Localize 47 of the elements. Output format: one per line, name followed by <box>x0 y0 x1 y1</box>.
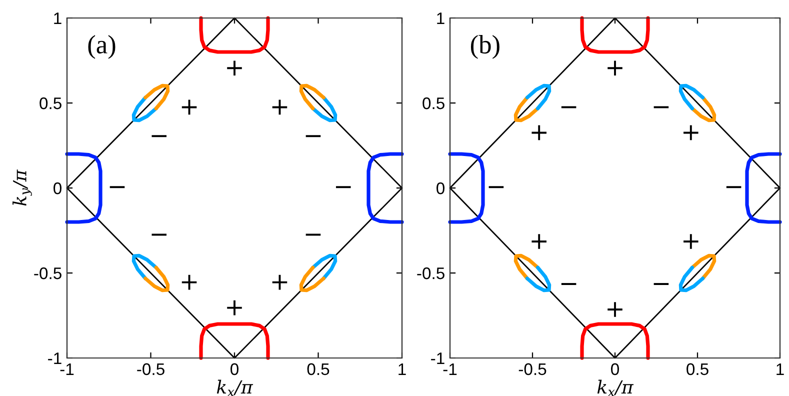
annotation: + <box>272 274 288 290</box>
annotation: − <box>152 234 167 236</box>
annotation: + <box>227 300 242 316</box>
y-tick-label: -0.5 <box>34 267 62 280</box>
x-tick-label: -0.5 <box>137 363 164 376</box>
x-tick-label: 0.5 <box>686 363 708 376</box>
annotation: + <box>182 100 197 115</box>
x-tick-label: 0 <box>230 363 238 376</box>
y-tick-label: -1 <box>431 352 444 364</box>
annotation: + <box>227 60 242 76</box>
x-tick-label: 1 <box>398 363 406 375</box>
annotation: − <box>561 106 576 108</box>
y-tick-label: 0.5 <box>40 97 62 110</box>
y-tick-label: -1 <box>48 352 62 364</box>
annotation: − <box>654 283 669 285</box>
annotation: (a) <box>88 35 116 59</box>
annotation: + <box>608 302 622 317</box>
annotation: − <box>152 135 167 138</box>
x-axis-title: k$_{x}$/π <box>597 380 634 396</box>
x-tick-label: -0.5 <box>518 363 546 376</box>
annotation: + <box>182 274 197 290</box>
y-axis-title: k$_{y}$/π <box>12 169 32 206</box>
annotation: + <box>532 125 546 140</box>
y-tick-label: 1 <box>54 12 62 24</box>
annotation: + <box>684 234 698 249</box>
annotation: − <box>110 186 125 188</box>
y-tick-label: 0 <box>436 182 444 194</box>
annotation: − <box>726 186 742 188</box>
annotation: − <box>306 234 321 236</box>
y-tick-label: 0.5 <box>422 97 444 110</box>
annotation: + <box>608 60 622 76</box>
annotation: − <box>306 135 321 138</box>
x-axis-title: k$_{x}$/π <box>216 380 254 396</box>
annotation: + <box>684 125 698 140</box>
annotation: − <box>561 283 576 285</box>
annotation: + <box>532 234 546 249</box>
annotation: (b) <box>470 35 500 59</box>
x-tick-label: 0 <box>611 363 619 376</box>
y-tick-label: -0.5 <box>417 267 444 280</box>
annotation: − <box>488 186 504 188</box>
annotation: − <box>336 186 351 188</box>
annotation: − <box>654 106 669 108</box>
y-tick-label: 0 <box>54 182 62 194</box>
y-tick-label: 1 <box>437 12 444 24</box>
annotation: + <box>272 100 288 115</box>
x-tick-label: 1 <box>776 363 784 375</box>
x-tick-label: 0.5 <box>307 363 330 376</box>
